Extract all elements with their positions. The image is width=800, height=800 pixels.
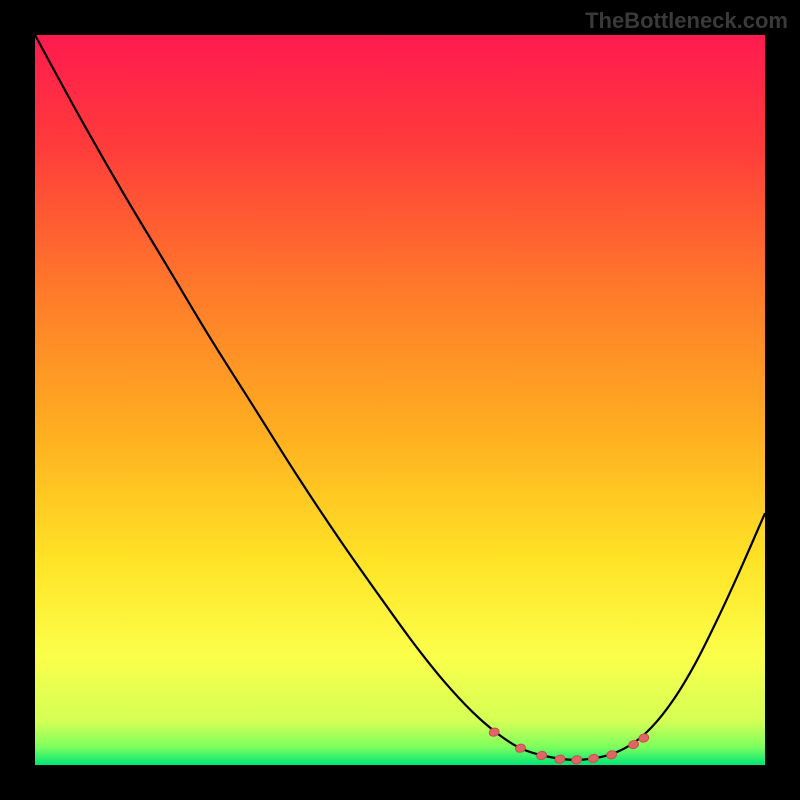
gradient-background [35,35,765,765]
chart-container: TheBottleneck.com [0,0,800,800]
watermark-text: TheBottleneck.com [585,8,788,34]
bottleneck-curve-chart [35,35,765,765]
